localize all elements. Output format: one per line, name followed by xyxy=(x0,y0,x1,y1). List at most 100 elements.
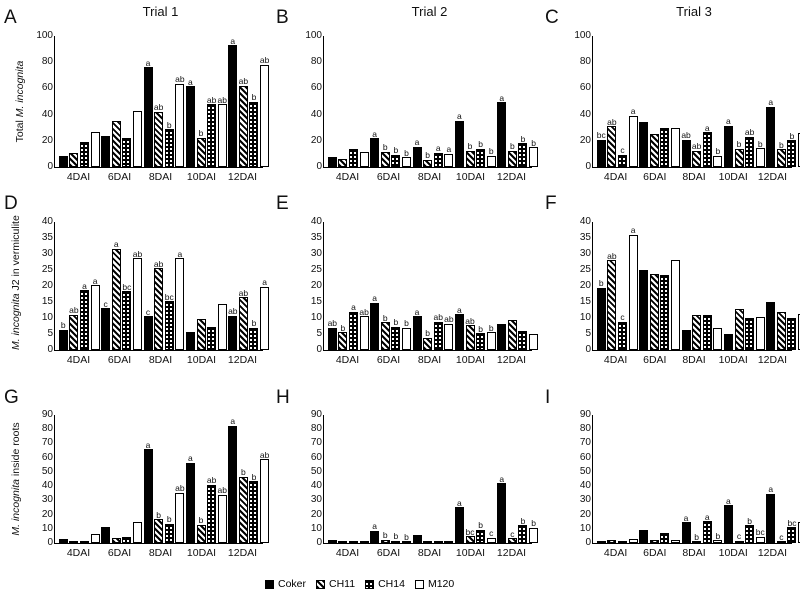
bar-slot: a xyxy=(702,36,712,167)
bar-ch14-12dai: b xyxy=(787,131,797,167)
y-tick-label: 30 xyxy=(41,494,53,506)
significance-letter: bc xyxy=(465,526,475,537)
significance-letter: b xyxy=(241,467,246,478)
bar-slot: a xyxy=(90,222,100,350)
bar-ch11-6dai: b xyxy=(380,531,390,543)
bar-group-10dai: a b ab ab xyxy=(185,415,227,543)
panel-letter-h: H xyxy=(276,387,290,408)
x-tick-label-4dai: 4DAI xyxy=(66,354,91,366)
y-axis-line xyxy=(323,36,325,167)
bar-slot xyxy=(327,415,337,543)
y-tick-label: 60 xyxy=(310,82,322,94)
y-tick-label: 5 xyxy=(316,328,322,339)
bar-ch14-8dai xyxy=(433,540,443,543)
bar-slot: a xyxy=(681,415,691,543)
x-axis-line xyxy=(592,543,792,545)
significance-letter: ab xyxy=(228,306,238,317)
significance-letter: a xyxy=(113,239,119,250)
bar-slot: b xyxy=(380,415,390,543)
significance-letter: b xyxy=(694,531,700,542)
legend-item-ch14[interactable]: CH14 xyxy=(365,578,405,590)
bar-ch11-8dai: b xyxy=(692,532,702,543)
bar-ch11-6dai: a xyxy=(111,240,121,350)
panel-letter-c: C xyxy=(545,7,559,28)
bar-slot: a xyxy=(370,222,380,350)
bar-m120-12dai: ab xyxy=(260,450,269,543)
significance-letter: a xyxy=(446,144,452,155)
bar-m120-10dai: ab xyxy=(217,486,227,543)
significance-letter: bc xyxy=(755,527,765,538)
y-axis-line xyxy=(323,222,325,350)
y-tick-label: 60 xyxy=(579,82,591,94)
bar-slot: a xyxy=(628,36,638,167)
bar-ch14-12dai: b xyxy=(249,93,259,167)
bar-group-6dai xyxy=(638,222,680,350)
x-tick-label-6dai: 6DAI xyxy=(643,547,667,559)
x-tick-label-12dai: 12DAI xyxy=(227,547,258,559)
y-tick-label: 0 xyxy=(585,344,591,355)
bar-slot: b xyxy=(423,36,433,167)
significance-letter: a xyxy=(630,225,636,236)
bar-m120-6dai xyxy=(132,110,142,167)
bar-slot: a xyxy=(766,415,776,543)
significance-letter: a xyxy=(726,116,731,127)
bar-slot: a xyxy=(497,415,507,543)
x-axis-line xyxy=(323,543,532,545)
x-axis-labels: 4DAI 6DAI 8DAI 10DAI 12DAI xyxy=(58,171,263,183)
bar-slot xyxy=(518,222,528,350)
bar-slot xyxy=(723,222,733,350)
bar-m120-12dai: b xyxy=(798,132,800,167)
bar-coker-4dai xyxy=(58,539,68,543)
bar-slot: b xyxy=(391,415,401,543)
bar-coker-12dai xyxy=(497,323,507,350)
bar-coker-4dai: b xyxy=(596,279,606,350)
y-tick-label: 40 xyxy=(310,216,322,227)
legend-item-ch11[interactable]: CH11 xyxy=(316,578,355,590)
significance-letter: a xyxy=(457,111,462,121)
bar-ch14-12dai: bc xyxy=(787,518,797,543)
bar-slot: a xyxy=(497,36,507,167)
x-tick-label-12dai: 12DAI xyxy=(757,354,787,366)
bar-slot: b xyxy=(391,36,401,167)
x-tick-label-4dai: 4DAI xyxy=(66,547,91,559)
significance-letter: a xyxy=(457,304,462,315)
x-tick-label-10dai: 10DAI xyxy=(186,354,217,366)
significance-letter: a xyxy=(82,280,87,291)
bar-group-4dai xyxy=(596,415,638,543)
significance-letter: ab xyxy=(132,248,143,259)
significance-letter: bc xyxy=(787,517,797,528)
bar-slot xyxy=(649,36,659,167)
bar-slot xyxy=(617,415,627,543)
x-axis-labels: 4DAI 6DAI 8DAI 10DAI 12DAI xyxy=(596,547,792,559)
bar-m120-10dai: c xyxy=(486,529,496,543)
significance-letter: b xyxy=(715,530,721,541)
legend-item-coker[interactable]: Coker xyxy=(265,578,306,590)
bar-slot: ab xyxy=(154,222,163,350)
bar-slot: b xyxy=(507,36,517,167)
bar-slot: b xyxy=(196,415,206,543)
bar-ch11-10dai: b xyxy=(734,140,744,167)
y-tick-label: 25 xyxy=(579,264,591,275)
bar-slot: a xyxy=(111,222,121,350)
legend-label: M120 xyxy=(427,578,455,590)
legend-item-m120[interactable]: M120 xyxy=(414,578,455,590)
significance-letter: ab xyxy=(153,102,164,113)
y-tick-label: 0 xyxy=(316,344,322,355)
bar-slot: b xyxy=(154,415,164,543)
y-tick-label: 20 xyxy=(41,508,53,520)
bar-group-4dai xyxy=(58,415,100,543)
bar-ch11-6dai xyxy=(111,121,121,167)
bar-m120-4dai xyxy=(628,538,638,543)
bar-slot: ab xyxy=(444,222,454,350)
x-axis-line xyxy=(323,167,532,169)
bar-coker-6dai xyxy=(639,529,649,543)
bar-slot xyxy=(111,36,121,167)
bar-slot: b xyxy=(596,222,606,350)
bar-slot: a xyxy=(723,415,733,543)
y-axis-line xyxy=(54,222,56,350)
bar-slot: b xyxy=(58,222,68,350)
significance-letter: b xyxy=(393,317,399,328)
